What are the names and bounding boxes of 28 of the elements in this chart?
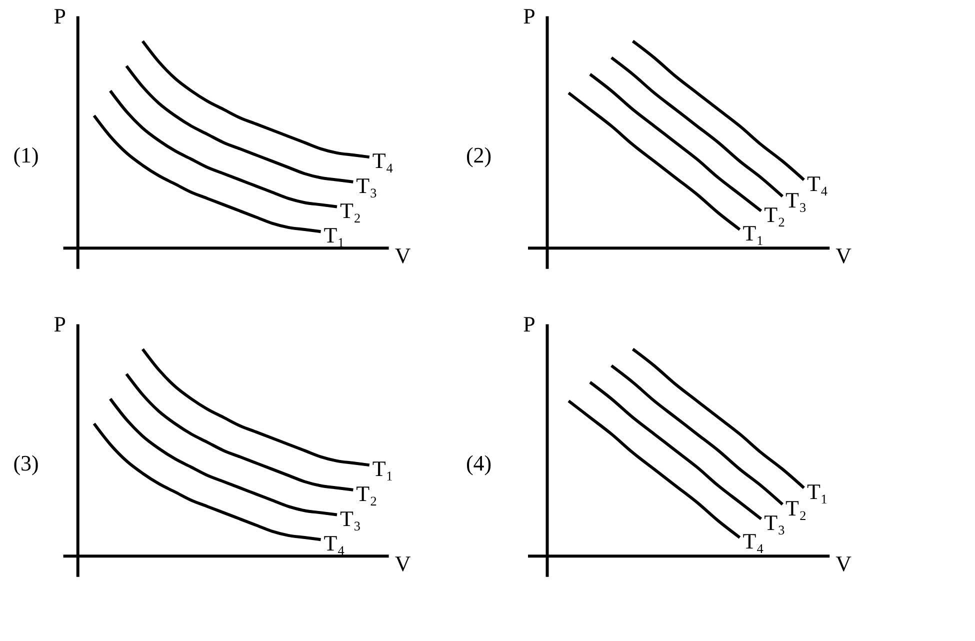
text: (1)	[13, 142, 39, 168]
series-label: T₄	[372, 148, 394, 174]
x-axis-title: V	[836, 243, 852, 268]
y-axis-title: P	[523, 311, 536, 336]
series-label: T₁	[324, 222, 345, 248]
series-label: T₃	[786, 187, 807, 212]
series-label: T₃	[764, 510, 786, 535]
series-label: T₂	[764, 202, 786, 227]
series-label: T₂	[786, 495, 807, 520]
series-label: T₁	[742, 220, 764, 246]
series-label: T₃	[340, 506, 362, 531]
y-axis-title: P	[523, 3, 536, 28]
series-label: T₄	[324, 530, 345, 556]
y-axis-title: P	[54, 311, 66, 336]
series-label: T₁	[372, 456, 394, 482]
y-axis-title: P	[54, 3, 66, 28]
series-label: T₄	[742, 528, 764, 554]
series-label: T₂	[340, 198, 362, 223]
text: (4)	[466, 450, 492, 476]
series-label: T₁	[806, 478, 828, 504]
text: (2)	[466, 142, 492, 168]
text: (3)	[13, 450, 39, 476]
series-label: T₂	[356, 480, 378, 506]
series-label: T₃	[356, 172, 378, 198]
series-label: T₄	[806, 170, 828, 196]
x-axis-title: V	[836, 551, 852, 576]
x-axis-title: V	[394, 551, 411, 576]
x-axis-title: V	[394, 243, 411, 268]
